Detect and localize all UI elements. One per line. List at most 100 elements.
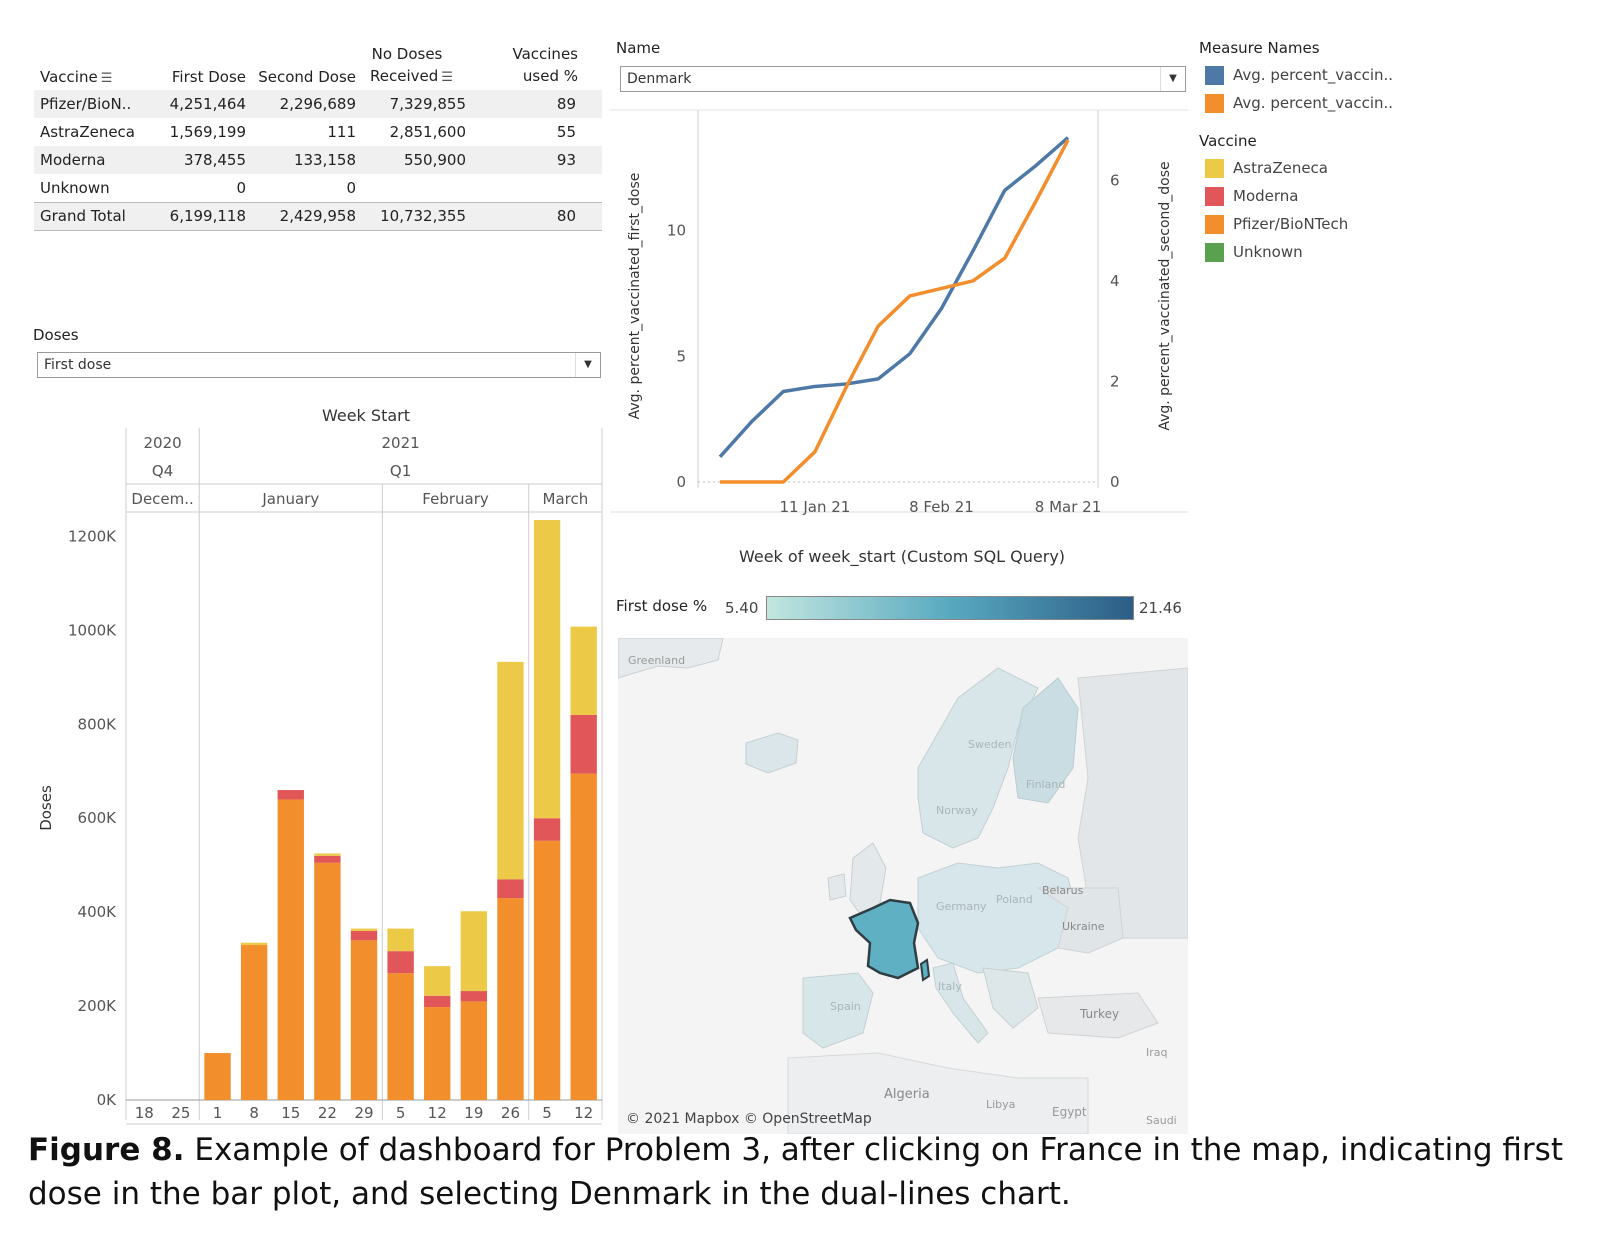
bar-segment-pfizer-biontech[interactable] [240,945,268,1100]
map-label-iraq: Iraq [1146,1046,1168,1059]
bar-segment-moderna[interactable] [350,930,378,941]
line-series-right[interactable] [720,139,1070,484]
bar-header-month: February [422,490,489,508]
finland-shape[interactable] [1012,677,1079,804]
table-row[interactable]: Unknown 0 0 [34,174,602,202]
bar-segment-astrazeneca[interactable] [350,928,378,931]
bar-segment-astrazeneca[interactable] [460,911,488,992]
bar-segment-astrazeneca[interactable] [570,626,597,715]
stacked-bar-chart[interactable]: Week Start Doses 2020 2021 Q4 Q1 Decem.. Janu… [0,0,610,1130]
line-series-left[interactable] [718,136,1070,459]
bar-segment-moderna[interactable] [424,995,451,1008]
map-label-germany: Germany [936,900,987,913]
iceland-shape[interactable] [745,732,799,774]
bar-segment-moderna[interactable] [533,818,561,841]
bar-segment-astrazeneca[interactable] [240,942,268,946]
legend-title-measure-names: Measure Names [1199,39,1320,57]
bar-segment-astrazeneca[interactable] [314,853,341,856]
bar-y-tick-label: 600K [78,809,118,827]
bar-segment-pfizer-biontech[interactable] [497,898,524,1100]
turkey-shape[interactable] [1037,992,1159,1039]
table-row[interactable]: Pfizer/BioN.. 4,251,464 2,296,689 7,329,… [34,90,602,118]
bar-segment-astrazeneca[interactable] [424,966,451,996]
balkans-shape[interactable] [982,967,1039,1029]
bar-segment-pfizer-biontech[interactable] [533,840,561,1100]
legend-swatch [1205,159,1224,178]
bar-segment-pfizer-biontech[interactable] [277,799,304,1100]
cell-received: 2,851,600 [389,123,466,141]
line-chart-x-axis-label: Week of week_start (Custom SQL Query) [739,547,1065,567]
bar-x-tick-label: 1 [213,1104,223,1122]
bar-y-tick-label: 800K [78,715,118,733]
bar-chart-y-ticks: 0K 200K 400K 600K 800K 1000K 1200K [68,527,117,1109]
line-chart-x-ticks: 11 Jan 21 8 Feb 21 8 Mar 21 [779,498,1101,516]
bar-segment-moderna[interactable] [497,879,524,899]
cell-first-dose: 1,569,199 [169,123,246,141]
bar-x-tick-label: 8 [249,1104,259,1122]
map-label-spain: Spain [830,1000,861,1013]
legend-swatch [1205,94,1224,113]
bar-segment-pfizer-biontech[interactable] [387,973,414,1100]
bar-segment-pfizer-biontech[interactable] [460,1001,488,1100]
spain-shape[interactable] [802,972,874,1049]
table-row[interactable]: AstraZeneca 1,569,199 111 2,851,600 55 [34,118,602,146]
corsica-shape[interactable] [919,958,931,982]
col-header-no-doses-received[interactable]: Received ☰ [370,65,470,89]
col-header-vaccines-used-line1[interactable]: Vaccines [512,45,578,63]
bar-segment-pfizer-biontech[interactable] [350,940,378,1100]
bar-segment-moderna[interactable] [277,790,304,800]
col-header-first-dose[interactable]: First Dose [171,68,246,86]
chevron-down-icon[interactable]: ▼ [1160,67,1185,91]
table-row-grand-total[interactable]: Grand Total 6,199,118 2,429,958 10,732,3… [34,202,602,230]
france-shape[interactable] [848,898,920,980]
bar-segment-pfizer-biontech[interactable] [314,862,341,1100]
figure-label: Figure 8. [28,1132,185,1168]
sort-icon[interactable]: ☰ [100,71,113,86]
dual-line-chart[interactable]: 0 5 10 0 2 4 6 11 Jan 21 8 Feb 21 8 Mar 21 Avg. … [610,100,1200,570]
ireland-shape[interactable] [827,873,847,901]
line-chart-y-ticks: 0 5 10 0 2 4 6 [667,171,1120,491]
col-header-second-dose[interactable]: Second Dose [258,68,356,86]
bar-segment-moderna[interactable] [570,714,597,774]
col-header-vaccine[interactable]: Vaccine ☰ [40,66,112,90]
bar-segment-pfizer-biontech[interactable] [570,773,597,1100]
line-chart-series[interactable] [718,136,1070,484]
name-filter-dropdown[interactable]: Denmark ▼ [620,66,1186,92]
name-filter-value: Denmark [627,71,692,87]
bar-x-tick-label: 26 [501,1104,520,1122]
bar-segment-pfizer-biontech[interactable] [204,1053,231,1100]
chevron-down-icon[interactable]: ▼ [575,353,600,377]
greenland-shape[interactable] [618,638,724,679]
bar-chart-bars[interactable] [204,520,597,1100]
bar-x-tick-label: 25 [171,1104,190,1122]
bar-segment-moderna[interactable] [387,951,414,974]
cell-received: 10,732,355 [380,207,466,225]
bar-header-quarter: Q4 [152,462,173,480]
bar-segment-astrazeneca[interactable] [497,661,524,880]
bar-segment-moderna[interactable] [460,991,488,1002]
legend-swatch [1205,243,1224,262]
bar-header-month: January [261,490,319,508]
legend-label: Unknown [1233,243,1303,261]
bar-x-tick-label: 12 [574,1104,593,1122]
cell-first-dose: 6,199,118 [169,207,246,225]
bar-segment-astrazeneca[interactable] [533,520,561,819]
col-header-no-doses-line1[interactable]: No Doses [371,45,443,63]
doses-filter-dropdown[interactable]: First dose ▼ [37,352,601,378]
sort-icon[interactable]: ☰ [441,70,453,85]
table-row[interactable]: Moderna 378,455 133,158 550,900 93 [34,146,602,174]
bar-segment-moderna[interactable] [314,855,341,863]
col-header-vaccines-used-line2[interactable]: used % [522,67,578,85]
colorbar-max: 21.46 [1139,599,1182,617]
bar-segment-pfizer-biontech[interactable] [424,1007,451,1100]
map-label-sweden: Sweden [968,738,1011,751]
bar-y-tick-label: 1200K [68,527,117,545]
europe-map[interactable]: Greenland Sweden Finland Norway Belarus … [618,638,1188,1134]
cell-used: 55 [556,123,576,141]
uk-shape[interactable] [849,842,887,919]
bar-segment-astrazeneca[interactable] [387,928,414,952]
scandinavia-shape[interactable] [917,667,1039,849]
ukraine-shape[interactable] [1036,887,1124,954]
italy-shape[interactable] [932,962,989,1044]
map-attribution[interactable]: © 2021 Mapbox © OpenStreetMap [626,1111,872,1127]
